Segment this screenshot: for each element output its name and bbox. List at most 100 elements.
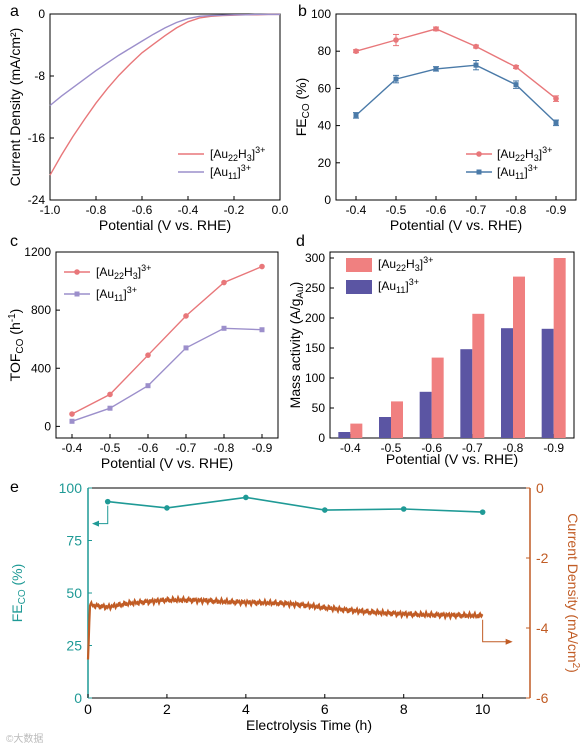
panel-d-xtick-label: -0.5	[381, 441, 402, 455]
panel-e-fe-point	[104, 498, 111, 505]
panel-a-legend-label-sup: 3+	[255, 145, 265, 155]
panel-e-xtick-label: 4	[242, 701, 250, 717]
panel-c-ylabel-sup: -1	[7, 313, 18, 322]
panel-c-legend-marker	[74, 269, 80, 275]
panel-b-legend-label-main: [Au	[497, 147, 515, 161]
panel-b-point	[353, 112, 359, 118]
panel-e-xlabel: Electrolysis Time (h)	[246, 717, 372, 733]
panel-c-ylabel-sub: CO	[15, 338, 26, 353]
panel-e-left-tick-label: 0	[74, 690, 82, 706]
panel-b-point	[513, 82, 519, 88]
panel-d-xtick-label: -0.8	[503, 441, 524, 455]
panel-d-bar	[350, 423, 363, 438]
panel-b-point	[433, 66, 439, 72]
panel-c-xtick-label: -0.4	[62, 441, 83, 455]
panel-c-point	[221, 325, 227, 331]
panel-b-legend-label-sub: 11	[515, 171, 524, 181]
panel-b-legend-label-bracket: ]	[539, 147, 542, 161]
panel-d-ylabel-sub: Au	[295, 286, 306, 298]
panel-a-ytick-label: -8	[34, 69, 45, 83]
panel-d-legend-label-main: [Au	[378, 279, 396, 293]
panel-c-legend-label-sup: 3+	[127, 285, 137, 295]
panel-b-ylabel-tail: (%)	[293, 78, 309, 104]
panel-e-xtick-label: 8	[400, 701, 408, 717]
panel-d-ytick-label: 200	[305, 311, 325, 325]
panel-e-right-label-sup: 2	[570, 663, 581, 669]
panel-d-ylabel: Mass activity (A/gAu)	[287, 282, 306, 409]
panel-b-legend-label-mid: H	[525, 147, 534, 161]
panel-c-ylabel-end: )	[7, 309, 23, 314]
panel-e-fe-line	[107, 496, 483, 513]
panel-b-ylabel: FECO (%)	[293, 78, 312, 137]
panel-d-bar	[460, 349, 473, 438]
panel-b-frame	[335, 13, 577, 201]
panel-e-right-tick-label: -6	[536, 690, 549, 706]
panel-b-legend-label-sup: 3+	[528, 163, 538, 173]
panel-e-right-label-tail: )	[565, 668, 581, 673]
panel-a-series-line	[49, 13, 280, 107]
panel-a-ytick-label: -16	[28, 131, 46, 145]
panel-c-ytick-label: 0	[44, 419, 51, 433]
panel-c-xlabel: Potential (V vs. RHE)	[101, 455, 233, 471]
panel-a-legend-label-bracket: ]	[237, 165, 240, 179]
panel-b-ytick-label: 80	[318, 44, 332, 58]
panel-b-ytick-label: 40	[318, 119, 332, 133]
panel-b-point	[553, 95, 559, 102]
panel-a-letter: a	[10, 3, 19, 20]
panel-a-legend-label-mid: H	[238, 147, 247, 161]
panel-c-xtick-label: -0.5	[100, 441, 121, 455]
panel-d-letter: d	[296, 233, 305, 250]
panel-d-bar	[379, 417, 391, 438]
panel-e-fe-point	[321, 507, 328, 513]
panel-a-ylabel: Current Density (mA/cm²)	[7, 28, 23, 187]
panel-d-ytick-label: 0	[318, 431, 325, 445]
panel-b-xtick-label: -0.8	[506, 203, 527, 217]
panel-c-legend-label-sub2: 3	[133, 271, 138, 281]
panel-d-xtick-label: -0.6	[421, 441, 442, 455]
panel-d-ytick-label: 150	[305, 341, 325, 355]
panel-c-legend-label-main: [Au	[96, 265, 114, 279]
panel-d-ylabel-tail: )	[287, 282, 303, 287]
panel-b-legend-label-bracket: ]	[524, 165, 527, 179]
panel-c-series-line	[71, 327, 263, 422]
panel-e-fe-point	[479, 509, 486, 515]
panel-d-legend-label-sub: 11	[396, 285, 405, 295]
panel-b-legend-marker	[476, 169, 482, 175]
panel-e-right-label: Current Density (mA/cm2)	[565, 513, 581, 673]
panel-a-xlabel: Potential (V vs. RHE)	[99, 217, 231, 233]
panel-a-xtick-label: -0.6	[132, 203, 153, 217]
panel-d-bar	[391, 401, 403, 438]
panel-d-ytick-label: 50	[312, 401, 326, 415]
panel-e-fe-point	[164, 505, 170, 511]
panel-a-xtick-label: 0.0	[272, 203, 289, 217]
panel-d-bar	[419, 391, 432, 438]
panel-e-xtick-label: 2	[163, 701, 171, 717]
panel-d-legend-label-bracket: ]	[420, 257, 423, 271]
panel-c-letter: c	[10, 233, 18, 250]
panel-c-legend-label-sup: 3+	[141, 263, 151, 273]
panel-d-ylabel-main: Mass activity (A/g	[287, 299, 303, 409]
panel-c-point	[145, 352, 151, 358]
panel-c-legend-label: [Au22H3]3+	[96, 263, 151, 281]
panel-b-series-line	[355, 64, 557, 124]
panel-e-right-tick-label: -2	[536, 550, 549, 566]
panel-b-xtick-label: -0.9	[546, 203, 567, 217]
panel-e-left-tick-label: 75	[66, 533, 82, 549]
panel-b-xtick-label: -0.6	[426, 203, 447, 217]
panel-d-legend-swatch	[346, 280, 372, 294]
panel-c-legend-label-main: [Au	[96, 287, 114, 301]
panel-d-bar	[338, 432, 351, 438]
panel-b-legend-label-sub: 22	[515, 153, 525, 163]
panel-b-ytick-label: 60	[318, 81, 332, 95]
panel-b-xtick-label: -0.4	[346, 203, 367, 217]
panel-c-point	[259, 327, 265, 333]
panel-c-point	[107, 391, 113, 398]
panel-d-legend-label-main: [Au	[378, 257, 396, 271]
panel-d-legend-label-sup: 3+	[409, 277, 419, 287]
panel-d-bar	[472, 313, 485, 438]
panel-d-xtick-label: -0.7	[462, 441, 483, 455]
panel-d-legend-label-sup: 3+	[423, 255, 433, 265]
watermark: ©大数据	[6, 734, 44, 745]
panel-b-legend-label: [Au11]3+	[497, 163, 538, 181]
panel-b-legend-label-sup: 3+	[542, 145, 552, 155]
